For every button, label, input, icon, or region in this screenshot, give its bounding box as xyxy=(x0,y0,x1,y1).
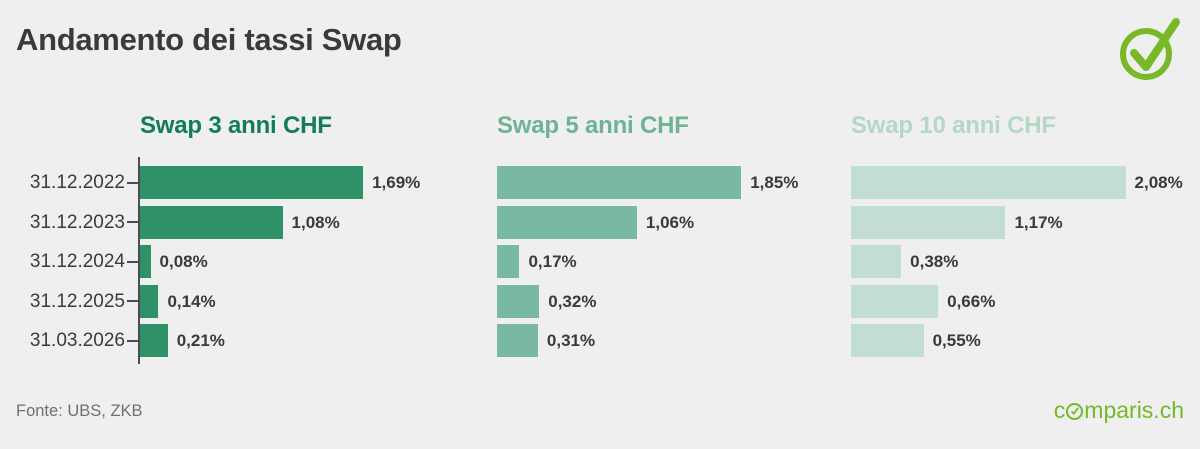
date-label: 31.12.2022 xyxy=(29,172,125,193)
bar-value-label: 0,31% xyxy=(546,331,596,351)
bar xyxy=(497,324,538,358)
axis-tick xyxy=(127,221,138,224)
bar-value-label: 0,21% xyxy=(176,331,225,351)
page-title: Andamento dei tassi Swap xyxy=(16,22,402,57)
date-label: 31.03.2026 xyxy=(29,330,125,352)
date-label: 31.12.2023 xyxy=(29,211,125,233)
bar xyxy=(851,324,924,358)
bar-value-label: 0,66% xyxy=(947,291,996,311)
axis-tick xyxy=(127,181,138,184)
source-note: Fonte: UBS, ZKB xyxy=(16,402,143,420)
y-axis xyxy=(138,157,140,364)
bar-chart: 31.12.2022 31.12.2023 31.12.2024 31.12.2025… xyxy=(0,150,1200,385)
bar-value-label: 0,32% xyxy=(548,291,597,311)
bar xyxy=(497,205,637,239)
bar xyxy=(140,205,283,239)
check-icon xyxy=(1071,407,1080,416)
check-circle-icon xyxy=(1066,403,1084,420)
comparis-check-logo-icon xyxy=(1120,18,1180,80)
bar xyxy=(851,166,1126,199)
chart-group-title: Swap 10 anni CHF xyxy=(851,112,1056,139)
logo-suffix: mparis.ch xyxy=(1084,397,1184,423)
comparis-wordmark: c mparis.ch xyxy=(1054,397,1184,424)
bar xyxy=(851,284,939,318)
bar xyxy=(851,245,902,279)
chart-group-title: Swap 5 anni CHF xyxy=(497,112,689,139)
bar-value-label: 1,69% xyxy=(372,173,421,192)
bar xyxy=(140,166,364,199)
bar-value-label: 0,38% xyxy=(910,252,959,272)
chart-group-title: Swap 3 anni CHF xyxy=(140,112,332,139)
bar xyxy=(497,166,742,199)
bar-value-label: 0,14% xyxy=(167,291,216,311)
bar-value-label: 1,17% xyxy=(1014,212,1063,232)
bar-value-label: 1,08% xyxy=(291,212,340,232)
bar xyxy=(140,324,168,358)
bar-value-label: 0,55% xyxy=(932,331,981,351)
date-label: 31.12.2024 xyxy=(29,251,125,273)
bar xyxy=(497,245,520,279)
bar-value-label: 1,06% xyxy=(645,212,695,232)
bar xyxy=(140,245,151,279)
axis-tick xyxy=(127,339,138,342)
axis-tick xyxy=(127,300,138,303)
bar-value-label: 0,08% xyxy=(159,252,208,272)
bar xyxy=(140,284,159,318)
bar xyxy=(497,284,540,318)
bar-value-label: 1,85% xyxy=(750,173,799,192)
bar-value-label: 2,08% xyxy=(1134,173,1183,192)
axis-tick xyxy=(127,260,138,263)
bar xyxy=(851,205,1006,239)
logo-prefix: c xyxy=(1053,397,1066,423)
bar-value-label: 0,17% xyxy=(528,252,577,272)
date-label: 31.12.2025 xyxy=(29,290,125,312)
